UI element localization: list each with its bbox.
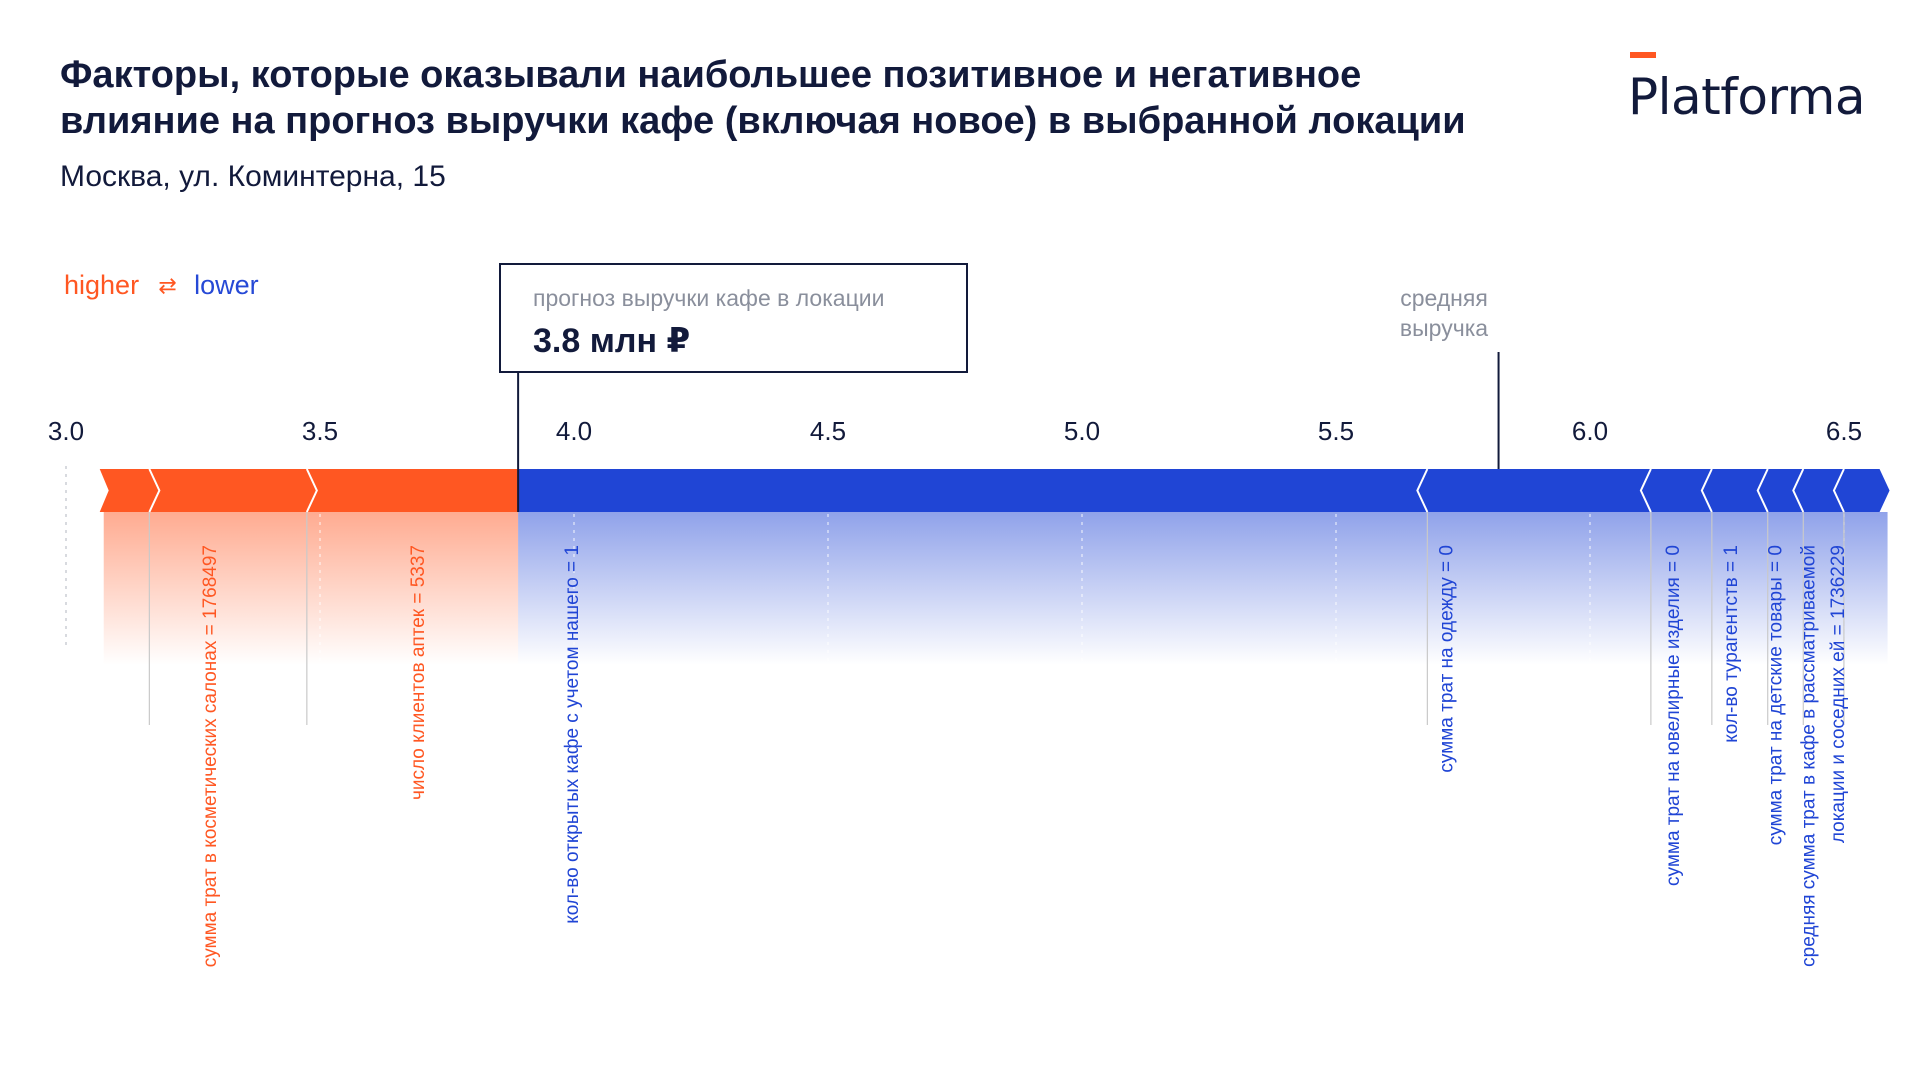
feature-label: сумма трат на одежду = 0 [1436, 545, 1457, 773]
fade-area [103, 512, 1888, 665]
negative-separator [1832, 468, 1845, 513]
x-axis-ticks: 3.0 3.5 4.0 4.5 5.0 5.5 6.0 6.5 [48, 416, 1862, 446]
chart-title: Факторы, которые оказывали наибольшее по… [60, 52, 1560, 144]
positive-separator [148, 468, 161, 513]
feature-label: число клиентов аптек = 5337 [408, 545, 429, 800]
negative-separator [1639, 468, 1652, 513]
feature-label: кол-во турагентств = 1 [1721, 545, 1742, 743]
negative-separator [1756, 468, 1769, 513]
legend: higher ⇄ lower [64, 270, 259, 301]
average-label-line-1: средняя [1400, 285, 1488, 311]
forecast-value: 3.8 млн ₽ [533, 322, 691, 360]
negative-fade [518, 512, 1888, 665]
forecast-box: прогноз выручки кафе в локации 3.8 млн ₽ [499, 263, 968, 373]
negative-separator [1700, 468, 1713, 513]
feature-label: локации и соседних ей = 1736229 [1828, 545, 1849, 843]
force-bar [99, 468, 1890, 513]
feature-label: кол-во открытых кафе с учетом нашего = 1 [562, 545, 583, 924]
chart-title-line-1: Факторы, которые оказывали наибольшее по… [60, 54, 1362, 96]
logo-accent-bar [1630, 52, 1656, 58]
x-tick-label: 4.0 [556, 416, 592, 446]
logo-text: Platforma [1628, 68, 1866, 126]
feature-label: средняя сумма трат в кафе в рассматривае… [1798, 545, 1819, 967]
x-tick-label: 6.0 [1572, 416, 1608, 446]
x-tick-label: 6.5 [1826, 416, 1862, 446]
feature-label: сумма трат на ювелирные изделия = 0 [1663, 545, 1684, 886]
feature-label: сумма трат в косметических салонах = 176… [200, 545, 221, 967]
x-tick-label: 3.5 [302, 416, 338, 446]
chart-title-line-2: влияние на прогноз выручки кафе (включая… [60, 100, 1466, 142]
x-tick-label: 3.0 [48, 416, 84, 446]
x-tick-label: 5.0 [1064, 416, 1100, 446]
x-tick-label: 4.5 [810, 416, 846, 446]
positive-bar [99, 469, 519, 512]
feature-labels: сумма трат в косметических салонах = 176… [148, 512, 1849, 967]
platforma-logo: Platforma [1628, 52, 1888, 132]
legend-higher: higher [64, 270, 140, 300]
positive-separator [305, 468, 318, 513]
average-revenue-label: средняя выручка [1394, 283, 1494, 343]
negative-separator [1792, 468, 1805, 513]
location-subtitle: Москва, ул. Коминтерна, 15 [60, 160, 446, 193]
value-markers [517, 352, 1500, 512]
legend-lower: lower [194, 270, 259, 300]
negative-bar [518, 469, 1890, 512]
swap-arrows-icon: ⇄ [158, 274, 177, 299]
x-tick-label: 5.5 [1318, 416, 1354, 446]
negative-separator [1416, 468, 1429, 513]
feature-label: сумма трат на детские товары = 0 [1766, 545, 1787, 845]
forecast-label: прогноз выручки кафе в локации [533, 285, 885, 311]
positive-fade [103, 512, 519, 665]
average-label-line-2: выручка [1399, 315, 1489, 341]
